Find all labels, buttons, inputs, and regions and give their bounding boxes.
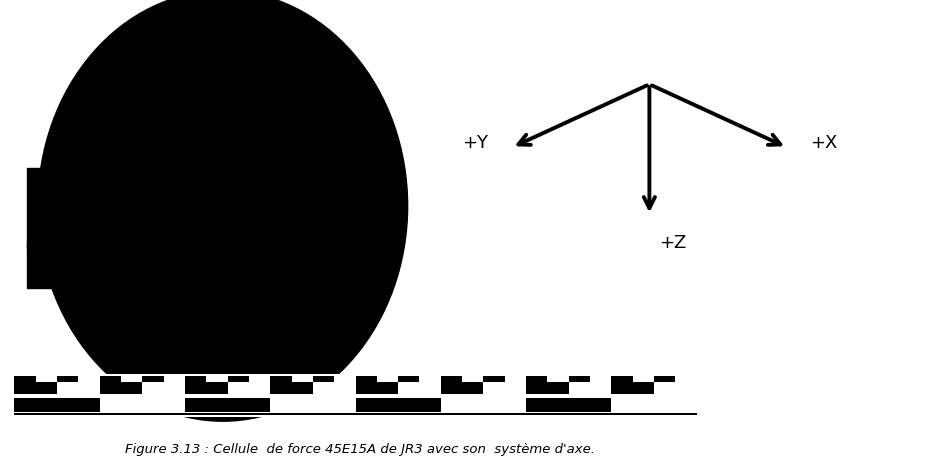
Text: Figure 3.13 : Cellule  de force 45E15A de JR3 avec son  système d'axe.: Figure 3.13 : Cellule de force 45E15A de…	[125, 443, 595, 456]
Bar	[100, 398, 185, 412]
Bar	[14, 413, 697, 416]
Bar	[142, 376, 163, 384]
Bar	[14, 376, 35, 384]
FancyBboxPatch shape	[27, 168, 72, 248]
Bar	[569, 381, 611, 394]
Bar	[9, 373, 702, 417]
Bar	[14, 398, 100, 412]
Bar	[526, 376, 548, 384]
Ellipse shape	[38, 0, 408, 421]
Bar	[313, 376, 335, 384]
Bar	[206, 376, 228, 384]
Bar	[611, 381, 654, 394]
Bar	[504, 376, 526, 384]
Bar	[313, 381, 356, 394]
Bar	[248, 376, 270, 384]
Bar	[654, 381, 697, 394]
Bar	[441, 376, 463, 384]
Bar	[27, 241, 88, 288]
Bar	[185, 398, 270, 412]
Bar	[356, 376, 377, 384]
Bar	[270, 376, 292, 384]
Bar	[291, 376, 313, 384]
Bar	[632, 376, 654, 384]
Bar	[419, 376, 441, 384]
Bar	[228, 376, 248, 384]
Bar	[611, 376, 632, 384]
Text: +Z: +Z	[660, 234, 686, 252]
Bar	[57, 376, 78, 384]
Bar	[377, 376, 398, 384]
Bar	[78, 376, 100, 384]
Bar	[654, 376, 675, 384]
Bar	[100, 376, 121, 384]
Bar	[441, 381, 483, 394]
Bar	[185, 376, 206, 384]
Bar	[569, 376, 590, 384]
Text: +Y: +Y	[463, 134, 488, 152]
Text: +X: +X	[811, 134, 838, 152]
Bar	[526, 398, 611, 412]
Bar	[185, 381, 228, 394]
Bar	[548, 376, 569, 384]
Bar	[100, 381, 142, 394]
Bar	[356, 381, 398, 394]
Bar	[483, 381, 526, 394]
Bar	[163, 376, 185, 384]
Bar	[270, 381, 313, 394]
Bar	[356, 398, 441, 412]
Bar	[57, 381, 100, 394]
Bar	[334, 376, 356, 384]
Bar	[142, 381, 185, 394]
Bar	[611, 398, 697, 412]
Bar	[590, 376, 611, 384]
Bar	[270, 398, 356, 412]
Bar	[462, 376, 483, 384]
Bar	[526, 381, 569, 394]
Bar	[121, 376, 142, 384]
Bar	[398, 376, 419, 384]
Bar	[14, 381, 57, 394]
Bar	[675, 376, 697, 384]
Bar	[398, 381, 441, 394]
Bar	[35, 376, 57, 384]
Bar	[441, 398, 526, 412]
Bar	[483, 376, 504, 384]
Bar	[228, 381, 270, 394]
